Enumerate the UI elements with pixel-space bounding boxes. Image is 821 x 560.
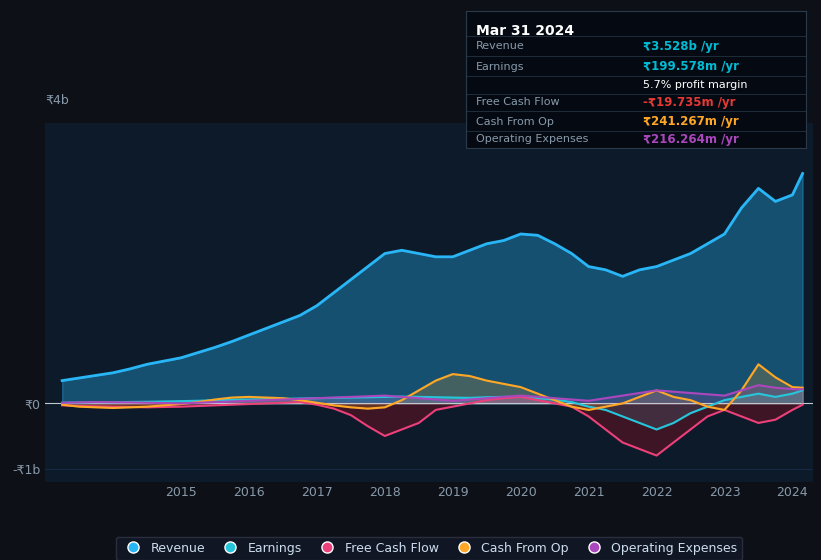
Text: Free Cash Flow: Free Cash Flow [475, 97, 559, 108]
Text: ₹199.578m /yr: ₹199.578m /yr [643, 60, 739, 73]
Text: Operating Expenses: Operating Expenses [475, 134, 588, 144]
Text: -₹19.735m /yr: -₹19.735m /yr [643, 96, 735, 109]
Text: Cash From Op: Cash From Op [475, 116, 553, 127]
Text: Mar 31 2024: Mar 31 2024 [475, 24, 574, 38]
Text: ₹4b: ₹4b [45, 94, 69, 107]
Text: 5.7% profit margin: 5.7% profit margin [643, 80, 747, 90]
Text: Earnings: Earnings [475, 62, 525, 72]
Text: Revenue: Revenue [475, 41, 525, 51]
Text: ₹3.528b /yr: ₹3.528b /yr [643, 40, 718, 53]
Legend: Revenue, Earnings, Free Cash Flow, Cash From Op, Operating Expenses: Revenue, Earnings, Free Cash Flow, Cash … [116, 536, 742, 559]
Text: ₹241.267m /yr: ₹241.267m /yr [643, 115, 738, 128]
Text: ₹216.264m /yr: ₹216.264m /yr [643, 133, 739, 146]
